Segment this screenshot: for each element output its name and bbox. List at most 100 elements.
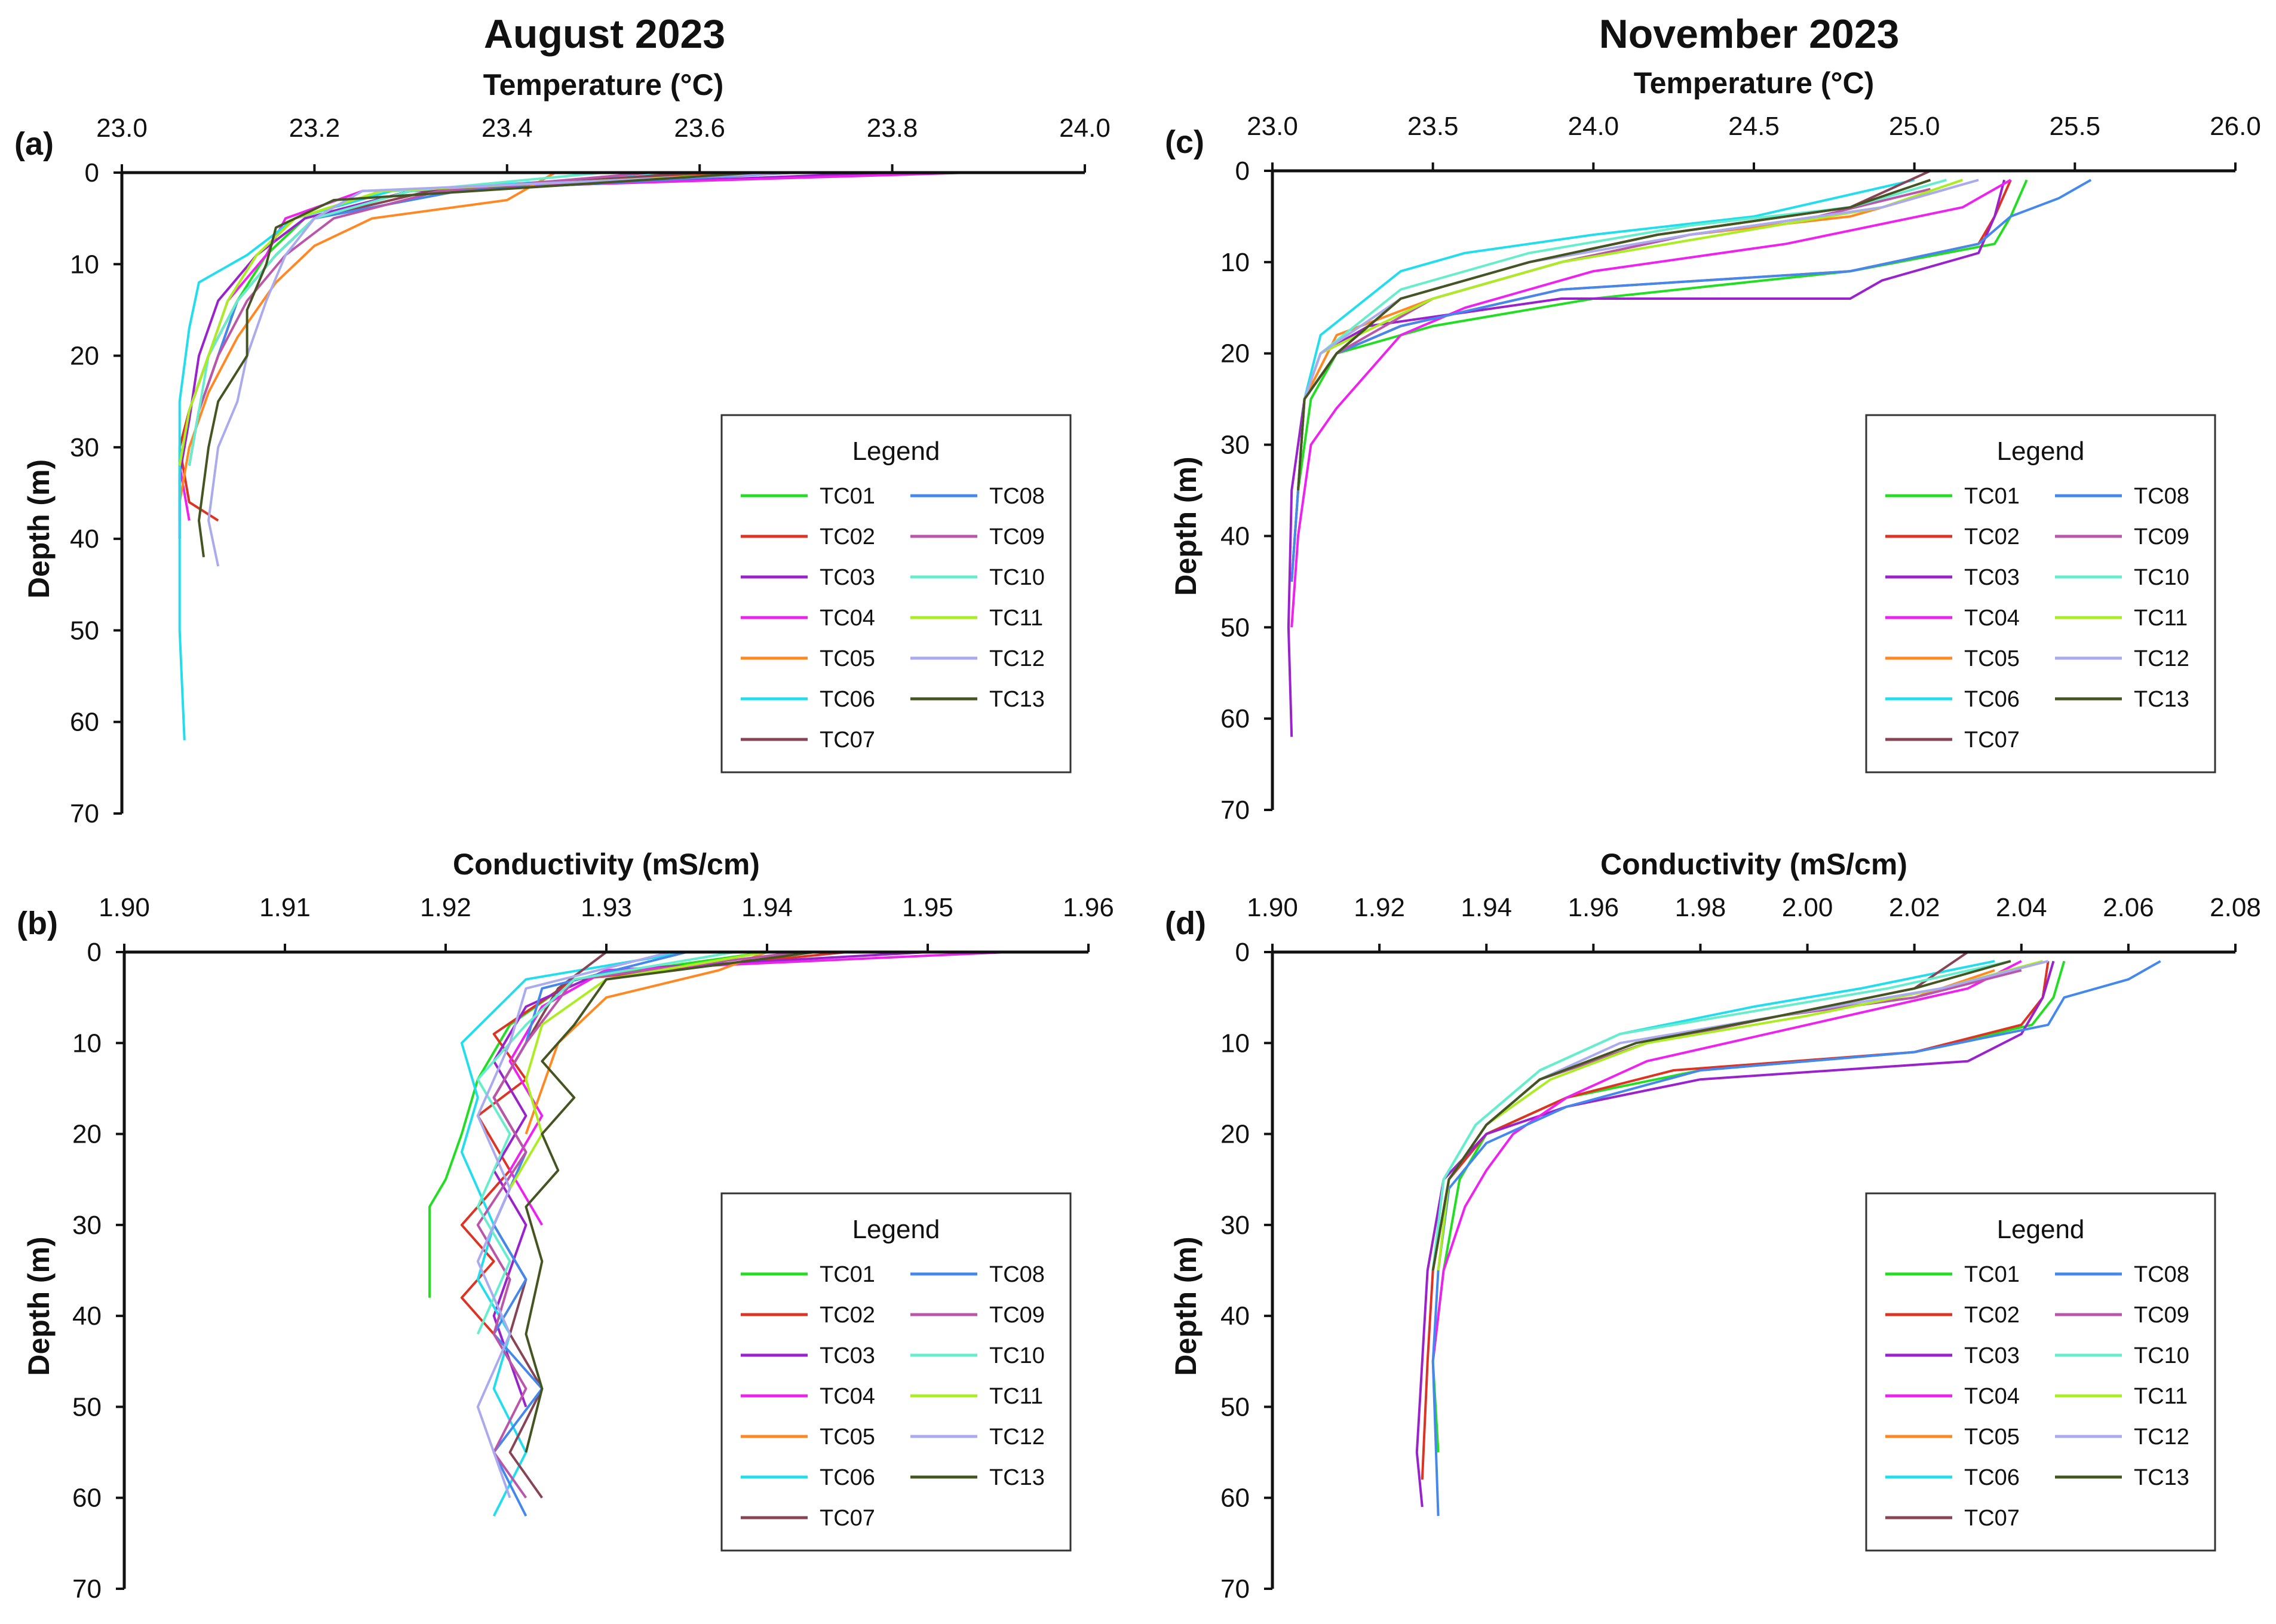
legend-label-tc10: TC10 <box>2134 565 2189 590</box>
y-tick-label: 20 <box>70 342 99 371</box>
x-tick-label: 2.06 <box>2103 893 2154 922</box>
y-tick-label: 40 <box>72 1301 102 1331</box>
panel-b: 1.90 1.91 1.92 1.93 1.94 1.95 1.96 0 10 20 30 40 50 6… <box>17 848 1114 1604</box>
legend: Legend TC01 TC02 TC03 TC04 TC05 TC06 TC07 TC08 TC… <box>1865 414 2216 773</box>
y-tick-label: 70 <box>70 799 99 828</box>
panel-letter: (b) <box>17 905 58 941</box>
y-tick-label: 70 <box>72 1574 102 1604</box>
y-tick-label: 40 <box>70 524 99 554</box>
x-tick-label: 23.4 <box>481 113 533 143</box>
legend-label-tc13: TC13 <box>989 1465 1045 1490</box>
y-tick-label: 30 <box>1220 431 1250 460</box>
legend-label-tc06: TC06 <box>1964 1465 2020 1490</box>
series-line-tc04 <box>1290 179 2011 628</box>
legend-label-tc07: TC07 <box>1964 727 2020 753</box>
x-tick-label: 24.5 <box>1728 112 1780 141</box>
x-tick-label: 1.90 <box>99 893 150 922</box>
x-tick-label: 1.95 <box>902 893 953 922</box>
x-tick-label: 1.92 <box>420 893 471 922</box>
legend-box <box>720 1192 1072 1552</box>
legend-label-tc13: TC13 <box>2134 1465 2189 1490</box>
x-axis-title: Temperature (°C) <box>1634 66 1874 100</box>
legend-title: Legend <box>852 437 940 466</box>
panel-letter: (d) <box>1165 905 1206 941</box>
y-tick-label: 50 <box>72 1392 102 1422</box>
legend-label-tc12: TC12 <box>989 646 1045 671</box>
legend-label-tc02: TC02 <box>1964 1303 2020 1328</box>
x-tick-label: 2.00 <box>1782 893 1833 922</box>
series-line-tc10 <box>1431 960 2011 1271</box>
series-line-tc02 <box>178 171 748 522</box>
x-tick-label: 25.0 <box>1889 112 1940 141</box>
x-tick-label: 1.93 <box>581 893 632 922</box>
legend-label-tc03: TC03 <box>1964 1343 2020 1368</box>
legend-label-tc03: TC03 <box>1964 565 2020 590</box>
y-tick-label: 0 <box>1235 938 1250 967</box>
legend-label-tc02: TC02 <box>820 1303 875 1328</box>
legend-label-tc11: TC11 <box>2134 606 2188 631</box>
legend-label-tc07: TC07 <box>820 1506 875 1531</box>
legend-label-tc12: TC12 <box>2134 646 2189 671</box>
y-tick-label: 30 <box>1220 1211 1250 1240</box>
legend-label-tc13: TC13 <box>989 687 1045 712</box>
legend-label-tc04: TC04 <box>820 1384 875 1409</box>
y-tick-label: 60 <box>1220 1484 1250 1513</box>
x-axis-title: Temperature (°C) <box>483 68 723 102</box>
y-tick-label: 60 <box>70 708 99 737</box>
legend-label-tc09: TC09 <box>989 524 1045 549</box>
x-tick-label: 23.0 <box>1247 112 1298 141</box>
series-line-tc12 <box>476 951 671 1499</box>
legend-label-tc06: TC06 <box>820 687 875 712</box>
y-tick-label: 10 <box>72 1029 102 1058</box>
series-line-tc09 <box>476 951 800 1499</box>
y-tick-label: 30 <box>70 433 99 462</box>
x-tick-label: 1.98 <box>1675 893 1726 922</box>
column-title-november: November 2023 <box>1599 11 1900 57</box>
series-line-tc13 <box>524 951 815 1453</box>
series-line-tc13 <box>1297 179 1931 491</box>
series-line-tc10 <box>476 951 735 1335</box>
x-tick-label: 23.8 <box>867 113 918 143</box>
y-tick-label: 50 <box>1220 1392 1250 1422</box>
x-tick-label: 1.96 <box>1063 893 1114 922</box>
legend-label-tc05: TC05 <box>1964 646 2020 671</box>
x-tick-label: 2.04 <box>1996 893 2047 922</box>
series-line-tc10 <box>1297 179 1947 491</box>
y-axis-title: Depth (m) <box>1169 456 1203 595</box>
x-tick-label: 23.0 <box>96 113 148 143</box>
series-line-tc12 <box>207 171 796 567</box>
legend-label-tc13: TC13 <box>2134 687 2189 712</box>
y-axis-title: Depth (m) <box>22 459 56 598</box>
legend-label-tc01: TC01 <box>1964 1262 2020 1287</box>
legend-label-tc04: TC04 <box>1964 1384 2020 1409</box>
y-tick-label: 70 <box>1220 796 1250 825</box>
series-line-tc08 <box>188 171 796 466</box>
legend-label-tc08: TC08 <box>989 484 1045 509</box>
legend-label-tc09: TC09 <box>2134 1303 2189 1328</box>
y-tick-label: 60 <box>1220 704 1250 733</box>
legend-label-tc12: TC12 <box>2134 1425 2189 1450</box>
legend-label-tc08: TC08 <box>2134 484 2189 509</box>
legend-label-tc03: TC03 <box>820 1343 875 1368</box>
legend-label-tc07: TC07 <box>1964 1506 2020 1531</box>
legend-label-tc10: TC10 <box>989 1343 1045 1368</box>
series-line-tc06 <box>1297 179 1915 491</box>
legend-box <box>1865 414 2216 773</box>
series-line-tc04 <box>508 951 1008 1226</box>
column-title-august: August 2023 <box>484 11 725 57</box>
x-tick-label: 1.90 <box>1247 893 1298 922</box>
legend-label-tc11: TC11 <box>989 1384 1043 1409</box>
series-line-tc01 <box>178 171 719 521</box>
x-tick-label: 2.02 <box>1889 893 1940 922</box>
legend-label-tc09: TC09 <box>989 1303 1045 1328</box>
x-tick-label: 24.0 <box>1568 112 1619 141</box>
y-tick-label: 10 <box>1220 1029 1250 1058</box>
y-tick-label: 0 <box>85 158 99 188</box>
legend-label-tc02: TC02 <box>820 524 875 549</box>
y-tick-label: 0 <box>87 938 102 967</box>
x-axis-title: Conductivity (mS/cm) <box>453 848 760 881</box>
series-line-tc11 <box>178 171 777 466</box>
y-tick-label: 50 <box>1220 613 1250 642</box>
series-line-tc13 <box>1431 960 2011 1271</box>
